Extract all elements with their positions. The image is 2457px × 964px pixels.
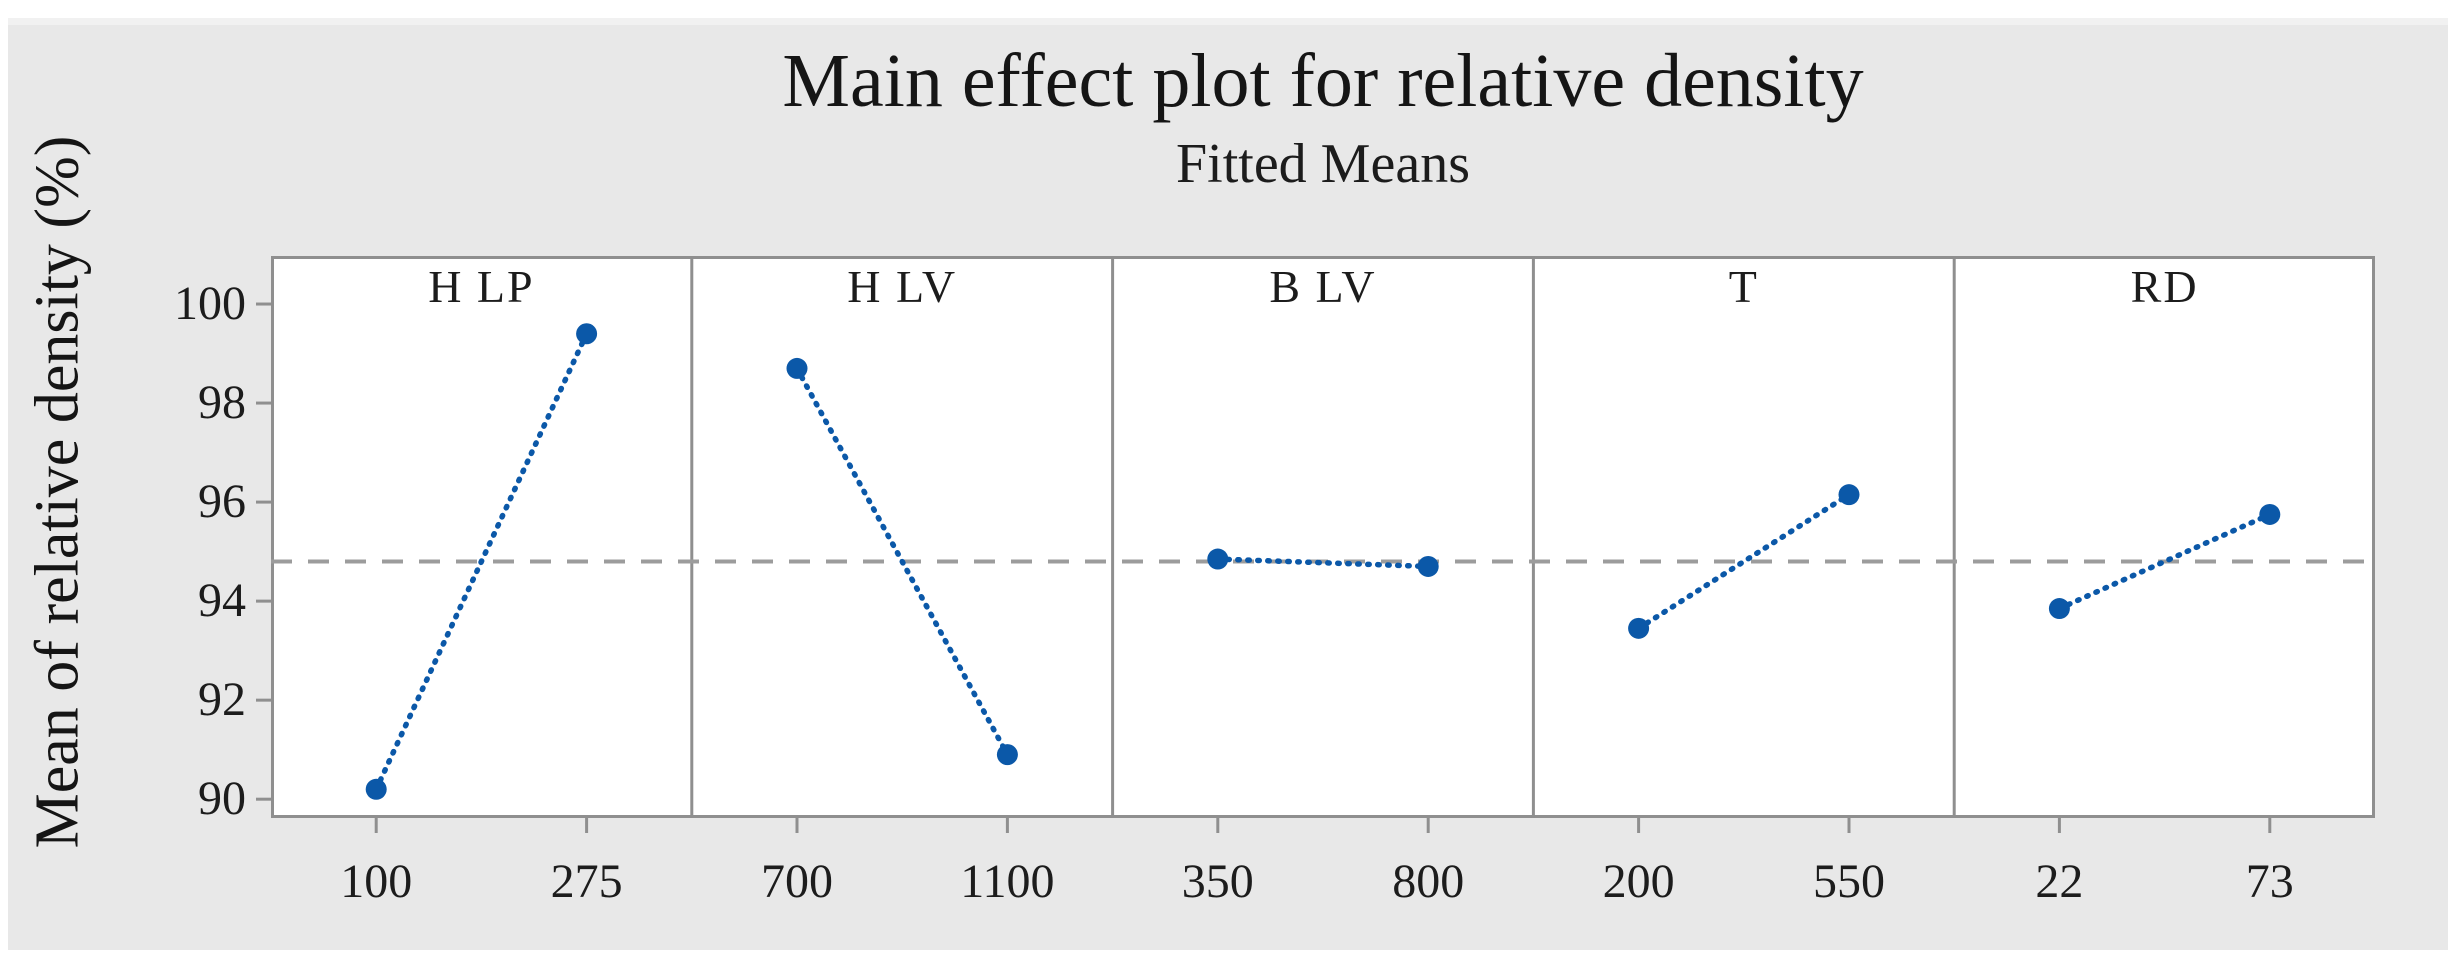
- data-point: [1417, 555, 1439, 577]
- panel-label: H LV: [847, 261, 958, 312]
- data-point: [1207, 548, 1229, 570]
- data-point: [2259, 503, 2281, 525]
- y-tick-label: 92: [198, 673, 246, 727]
- series-line: [1635, 491, 1852, 632]
- x-tick-label: 1100: [960, 855, 1055, 908]
- x-tick-label: 700: [761, 855, 833, 908]
- series-line: [2056, 511, 2273, 612]
- panel-label: RD: [2130, 261, 2199, 312]
- y-tick-label: 94: [198, 574, 246, 628]
- x-tick-label: 350: [1181, 855, 1254, 908]
- data-point: [786, 357, 808, 379]
- data-point: [2048, 598, 2070, 620]
- y-tick-label: 98: [198, 376, 246, 430]
- y-tick-label: 100: [174, 277, 246, 331]
- x-tick-label: 100: [340, 855, 413, 908]
- series-line: [373, 330, 590, 793]
- y-axis-label: Mean of relative density (%): [23, 135, 92, 849]
- panels-area: [271, 256, 2375, 818]
- data-point: [1838, 484, 1860, 506]
- data-point: [996, 744, 1018, 766]
- data-point: [1628, 617, 1650, 639]
- x-tick-label: 200: [1602, 855, 1675, 908]
- x-tick-label: 800: [1392, 855, 1465, 908]
- plot-svg: [256, 256, 2375, 833]
- y-tick-label: 96: [198, 475, 246, 529]
- x-tick-label: 22: [2035, 855, 2084, 908]
- panel-label: B LV: [1269, 261, 1377, 312]
- chart-subtitle: Fitted Means: [1176, 133, 1470, 195]
- series-line: [794, 365, 1011, 758]
- x-tick-label: 73: [2245, 855, 2294, 908]
- x-tick-label: 550: [1813, 855, 1885, 908]
- panel-label: T: [1728, 261, 1759, 312]
- data-point: [576, 323, 598, 345]
- x-tick-label: 275: [550, 855, 623, 908]
- chart-title: Main effect plot for relative density: [782, 39, 1864, 123]
- panel-label: H LP: [428, 261, 535, 312]
- data-point: [365, 778, 387, 800]
- y-tick-label: 90: [198, 772, 246, 826]
